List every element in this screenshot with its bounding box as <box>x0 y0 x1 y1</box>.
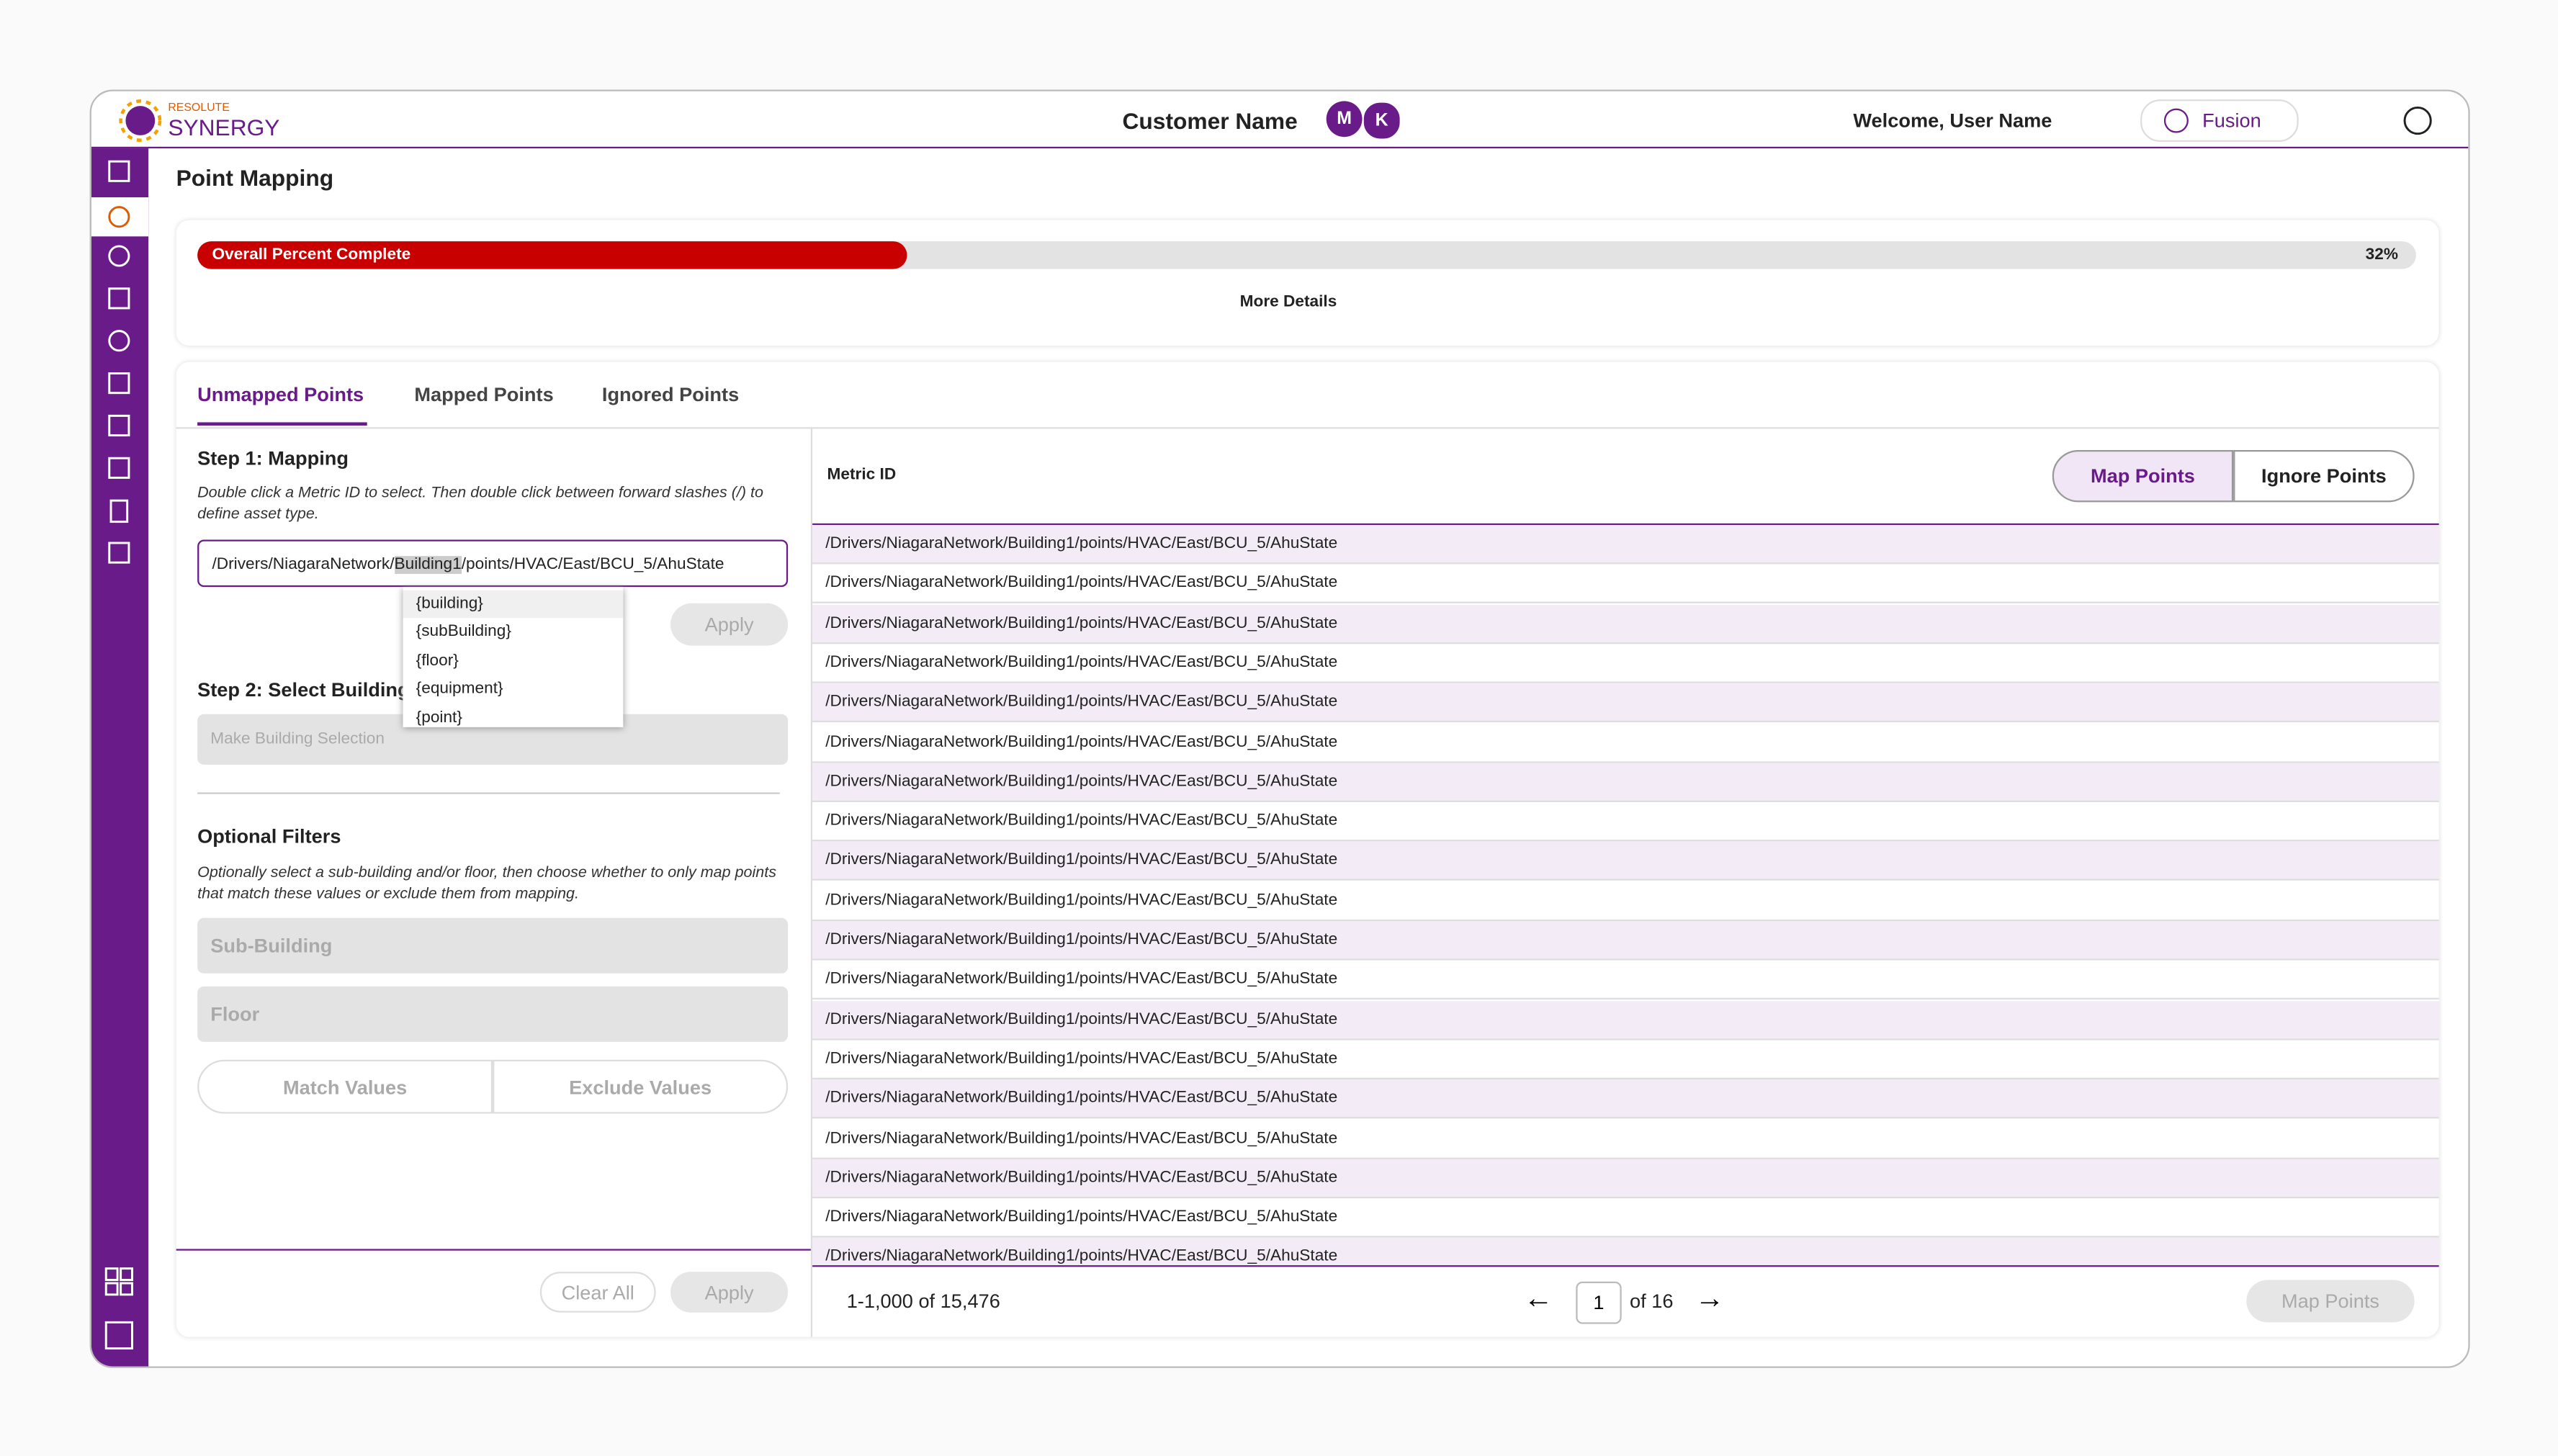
avatar[interactable]: K <box>1362 101 1401 140</box>
header-line <box>91 146 2469 149</box>
asset-type-option[interactable]: {equipment} <box>416 680 503 698</box>
progress-fill <box>197 241 907 269</box>
progress-card <box>176 220 2439 346</box>
divider <box>176 1249 811 1251</box>
sidebar-icons[interactable] <box>91 148 149 1366</box>
customer-name: Customer Name <box>1122 107 1298 134</box>
asset-type-menu: {building} {subBuilding} {floor} {equipment… <box>403 587 624 727</box>
range: 1-1,000 of 15,476 <box>846 1290 1000 1313</box>
clear-button[interactable]: Clear All <box>539 1272 656 1313</box>
page-title: Point Mapping <box>176 164 334 191</box>
apply-button[interactable]: Apply <box>670 1272 789 1313</box>
tab[interactable]: Mapped Points <box>414 383 554 406</box>
mapping-input[interactable]: /Drivers/NiagaraNetwork/Building1/points… <box>197 539 789 588</box>
map-points-toggle[interactable]: Map Points <box>2052 449 2234 503</box>
tab-underline <box>197 422 367 426</box>
sub-building-select[interactable]: Sub-Building <box>197 917 789 974</box>
filters-help: Optionally select a sub-building and/or … <box>197 864 777 904</box>
input-selection: Building1 <box>394 556 462 575</box>
sidebar <box>91 148 149 1367</box>
logo: SYNERGY <box>168 114 280 140</box>
match-button[interactable]: Match Values <box>197 1059 493 1114</box>
input-text: /Drivers/NiagaraNetwork/ <box>212 556 395 575</box>
column-header[interactable]: Metric ID <box>827 466 897 485</box>
filters-title: Optional Filters <box>197 824 341 848</box>
exclude-button[interactable]: Exclude Values <box>493 1059 789 1114</box>
logo-top: RESOLUTE <box>168 102 230 114</box>
tab-active[interactable]: Unmapped Points <box>197 383 364 406</box>
divider <box>176 427 2439 429</box>
tab[interactable]: Ignored Points <box>601 383 740 406</box>
progress-label: Overall Percent Complete <box>212 246 411 264</box>
apply-button[interactable]: Apply <box>670 603 789 646</box>
ignore-points-toggle[interactable]: Ignore Points <box>2233 449 2415 503</box>
page-input[interactable]: 1 <box>1576 1281 1622 1324</box>
divider <box>810 427 813 1337</box>
input-text: /points/HVAC/East/BCU_5/AhuState <box>461 556 724 575</box>
divider <box>812 1265 2439 1267</box>
step1-title: Step 1: Mapping <box>197 446 349 470</box>
asset-type-option[interactable]: {point} <box>416 709 462 727</box>
asset-type-option[interactable]: {subBuilding} <box>416 623 511 642</box>
prev[interactable]: ← <box>1523 1281 1553 1315</box>
avatar[interactable]: M <box>1326 101 1363 138</box>
welcome[interactable]: Welcome, User Name <box>1853 109 2052 132</box>
logo-icon <box>119 99 162 142</box>
fusion-pill[interactable] <box>2140 99 2299 142</box>
divider <box>197 792 780 794</box>
asset-type-option[interactable]: {floor} <box>416 652 459 670</box>
page-count: of 16 <box>1630 1290 1674 1313</box>
asset-type-option[interactable]: {building} <box>403 590 624 619</box>
more-details[interactable]: More Details <box>1239 293 1337 312</box>
step1-help: Double click a Metric ID to select. Then… <box>197 484 763 523</box>
divider <box>812 523 2439 526</box>
help-icon[interactable] <box>2402 104 2434 137</box>
step2-title: Step 2: Select Building <box>197 678 410 701</box>
progress-value: 32% <box>2365 246 2399 264</box>
fusion[interactable]: Fusion <box>2202 109 2261 132</box>
next[interactable]: → <box>1695 1281 1725 1315</box>
fusion-icon <box>2163 108 2189 133</box>
map-points-button[interactable]: Map Points <box>2246 1280 2415 1323</box>
floor-select[interactable]: Floor <box>197 986 789 1042</box>
